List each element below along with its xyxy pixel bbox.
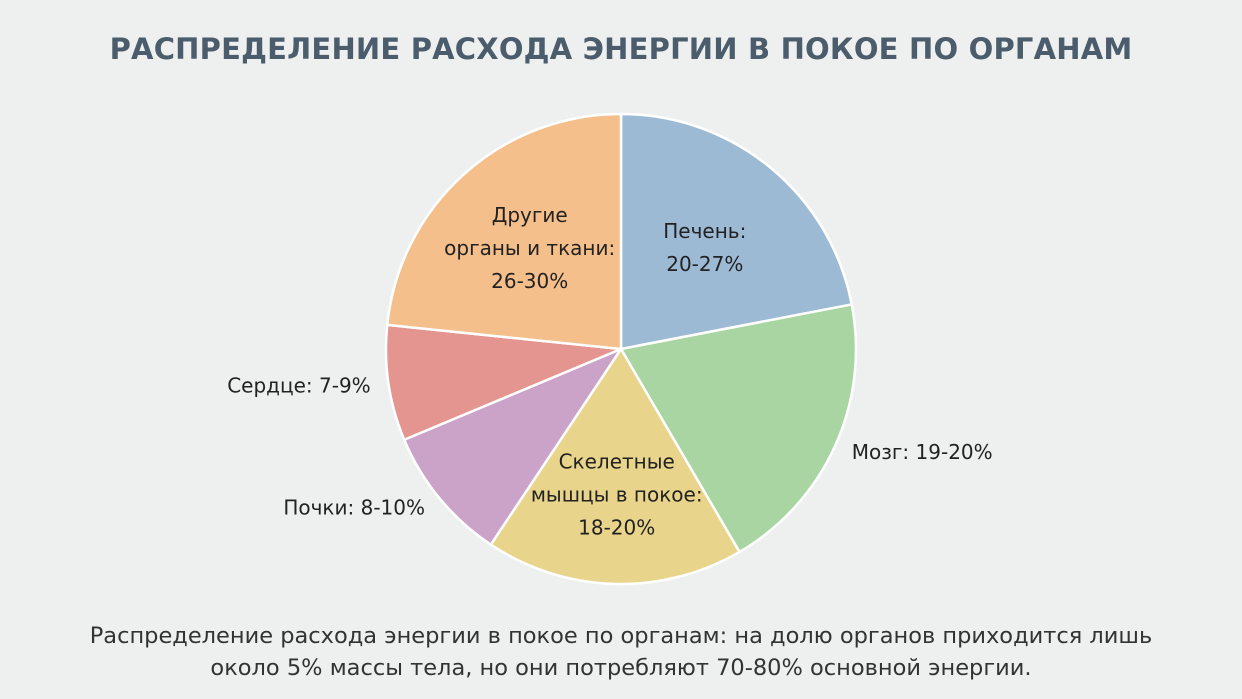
chart-title: РАСПРЕДЕЛЕНИЕ РАСХОДА ЭНЕРГИИ В ПОКОЕ ПО… [109,32,1133,66]
slice-label-line: мышцы в покое: [531,483,703,507]
slice-label-line: Другие [492,203,568,227]
slice-label-0: Печень: 20-27% [663,219,746,276]
slice-label-4: Сердце: 7-9% [227,373,370,397]
pie-slice-5 [385,112,623,351]
slice-label-line: 26-30% [491,269,568,293]
caption-line-2: около 5% массы тела, но они потребляют 7… [210,655,1032,681]
caption-line-1: Распределение расхода энергии в покое по… [89,623,1153,649]
pie-slice-1 [619,303,858,554]
slice-label-line: Сердце: 7-9% [227,373,370,397]
slice-label-5: Другие органы и ткани: 26-30% [444,203,615,293]
slice-label-line: 20-27% [666,252,743,276]
pie-slice-2 [489,347,741,586]
slice-label-3: Почки: 8-10% [283,496,425,520]
slice-label-line: 18-20% [578,516,655,540]
pie-slice-3 [402,347,623,546]
slice-label-line: Мозг: 19-20% [852,440,993,464]
chart-caption: Распределение расхода энергии в покое по… [0,620,1242,684]
slice-label-line: Печень: [663,219,746,243]
pie-slice-0 [619,112,853,351]
slice-label-1: Мозг: 19-20% [852,440,993,464]
slice-label-2: Скелетные мышцы в покое: 18-20% [531,450,703,540]
slice-label-line: органы и ткани: [444,236,615,260]
slice-label-line: Скелетные [559,450,675,474]
pie-slice-4 [384,323,623,441]
slice-label-line: Почки: 8-10% [283,496,425,520]
